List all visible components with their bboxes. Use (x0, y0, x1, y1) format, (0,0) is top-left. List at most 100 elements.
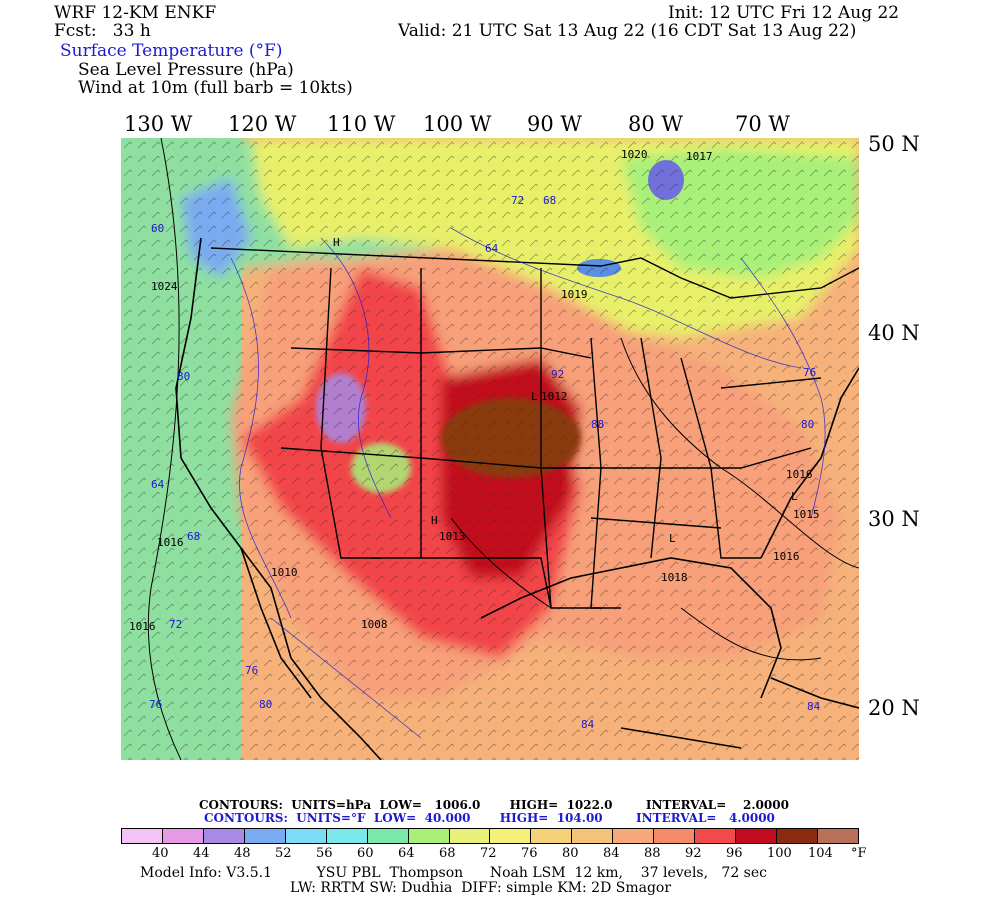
colorbar-swatch (613, 829, 655, 843)
pressure-label-1019: 1019 (561, 288, 588, 301)
low-pressure-marker-central: L (531, 390, 538, 403)
colorbar-swatch (490, 829, 532, 843)
colorbar-swatch (326, 829, 368, 843)
colorbar-swatch (122, 829, 163, 843)
colorbar-swatch (817, 829, 858, 843)
model-title: WRF 12-KM ENKF (54, 3, 217, 23)
temp-label-80: 80 (177, 370, 190, 383)
pressure-label-1013: 1013 (439, 530, 466, 543)
temp-label-80-east: 80 (801, 418, 814, 431)
lat-label-40n: 40 N (868, 321, 920, 345)
lon-label-90w: 90 W (527, 112, 582, 136)
forecast-hour: Fcst: 33 h (54, 21, 151, 41)
lat-label-30n: 30 N (868, 507, 920, 531)
pressure-label-1008: 1008 (361, 618, 388, 631)
pressure-label-1016-west: 1016 (157, 536, 184, 549)
colorbar-swatch (736, 829, 777, 843)
pressure-label-1017: 1017 (686, 150, 713, 163)
pressure-label-1016-east: 1016 (773, 550, 800, 563)
temperature-map: H H L L L 1020 1017 1012 1016 1015 1016 … (121, 138, 859, 760)
colorbar-tick-label: 52 (275, 846, 292, 861)
temp-label-76: 76 (803, 366, 816, 379)
temp-label-80-south: 80 (259, 698, 272, 711)
valid-time: Valid: 21 UTC Sat 13 Aug 22 (16 CDT Sat … (398, 21, 857, 41)
lat-label-50n: 50 N (868, 132, 920, 156)
field-sea-level-pressure: Sea Level Pressure (hPa) (78, 60, 294, 80)
init-time: Init: 12 UTC Fri 12 Aug 22 (668, 3, 900, 23)
lon-label-70w: 70 W (735, 112, 790, 136)
colorbar-tick-label: 88 (644, 846, 661, 861)
political-borders (210, 247, 859, 609)
temp-label-84: 84 (581, 718, 595, 731)
colorbar-swatch (367, 829, 409, 843)
colorbar-tick-label: 96 (726, 846, 743, 861)
colorbar-tick-label: 60 (357, 846, 374, 861)
colorbar-tick-label: 64 (398, 846, 415, 861)
colorbar-tick-label: 56 (316, 846, 333, 861)
lon-label-130w: 130 W (124, 112, 193, 136)
temp-label-72-pacific: 72 (169, 618, 182, 631)
temp-label-76-southwest: 76 (149, 698, 162, 711)
colorbar-swatch (203, 829, 245, 843)
temp-label-64-west: 64 (151, 478, 165, 491)
wind-barb-field (121, 138, 859, 760)
temp-label-64: 64 (485, 242, 499, 255)
colorbar-swatch (449, 829, 491, 843)
pressure-label-1016: 1016 (786, 468, 813, 481)
temp-label-60: 60 (151, 222, 164, 235)
lon-label-80w: 80 W (628, 112, 683, 136)
temp-label-88: 88 (591, 418, 604, 431)
contours-temperature-info: CONTOURS: UNITS=°F LOW= 40.000 HIGH= 104… (204, 811, 775, 825)
pressure-contours (147, 138, 859, 760)
high-pressure-marker-north: H (333, 236, 340, 249)
colorbar-tick-label: 48 (234, 846, 251, 861)
colorbar-tick-label: 68 (439, 846, 456, 861)
temp-label-92: 92 (551, 368, 564, 381)
field-surface-temperature: Surface Temperature (°F) (60, 41, 283, 61)
high-pressure-marker-south: H (431, 514, 438, 527)
pressure-label-1024: 1024 (151, 280, 178, 293)
colorbar-tick-label: 80 (562, 846, 579, 861)
colorbar-swatch (777, 829, 818, 843)
temperature-contours (230, 227, 826, 739)
colorbar-unit-label: °F (851, 846, 867, 861)
colorbar-tick-label: 72 (480, 846, 497, 861)
field-wind: Wind at 10m (full barb = 10kts) (78, 78, 353, 98)
pressure-label-1015: 1015 (793, 508, 820, 521)
colorbar-tick-label: 44 (193, 846, 210, 861)
colorbar-swatch (654, 829, 696, 843)
temp-label-72: 72 (511, 194, 524, 207)
lon-label-110w: 110 W (327, 112, 396, 136)
colorbar-tick-label: 92 (685, 846, 702, 861)
colorbar-swatch (285, 829, 327, 843)
colorbar-swatch (162, 829, 204, 843)
colorbar-swatch (572, 829, 614, 843)
colorbar-tick-label: 84 (603, 846, 620, 861)
model-info: Model Info: V3.5.1 YSU PBL Thompson Noah… (140, 865, 767, 881)
colorbar-swatch (244, 829, 286, 843)
coastlines (175, 237, 859, 760)
pressure-label-1020: 1020 (621, 148, 648, 161)
lat-label-20n: 20 N (868, 696, 920, 720)
contours-hpa-info: CONTOURS: UNITS=hPa LOW= 1006.0 HIGH= 10… (199, 798, 789, 812)
lon-label-100w: 100 W (423, 112, 492, 136)
pressure-label-1016-pacific: 1016 (129, 620, 156, 633)
pressure-label-1012: 1012 (541, 390, 568, 403)
colorbar-swatch (408, 829, 450, 843)
colorbar-swatch (531, 829, 573, 843)
low-pressure-marker-east: L (791, 490, 798, 503)
colorbar-swatch (695, 829, 737, 843)
pressure-label-1010: 1010 (271, 566, 298, 579)
temp-label-68-west: 68 (187, 530, 200, 543)
colorbar-tick-label: 40 (152, 846, 169, 861)
temperature-colorbar (121, 828, 859, 844)
lon-label-120w: 120 W (228, 112, 297, 136)
colorbar-tick-label: 104 (808, 846, 833, 861)
colorbar-tick-label: 76 (521, 846, 538, 861)
physics-info: LW: RRTM SW: Dudhia DIFF: simple KM: 2D … (290, 880, 672, 896)
colorbar-tick-label: 100 (767, 846, 792, 861)
temp-label-76-pacific: 76 (245, 664, 258, 677)
temp-label-68: 68 (543, 194, 556, 207)
pressure-label-1018: 1018 (661, 571, 688, 584)
temp-label-84-caribbean: 84 (807, 700, 821, 713)
